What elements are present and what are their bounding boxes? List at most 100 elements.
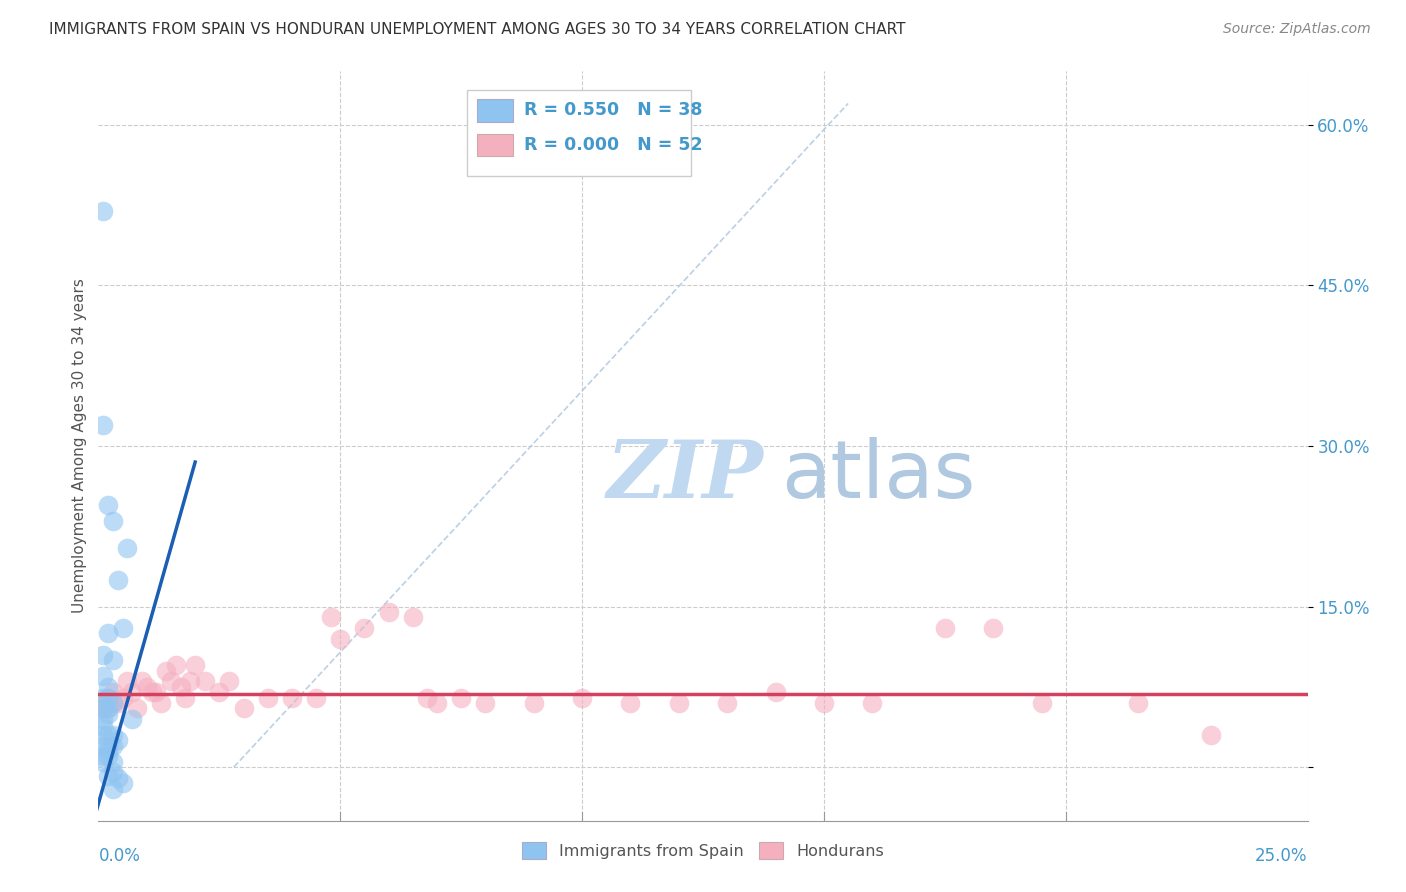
- Point: [91, 749, 114, 764]
- Point: [91, 696, 114, 710]
- Point: [101, 685, 124, 699]
- Point: [981, 621, 1004, 635]
- Point: [97, 498, 120, 512]
- Point: [111, 621, 134, 635]
- Point: [353, 621, 375, 635]
- Point: [619, 696, 641, 710]
- Point: [426, 696, 449, 710]
- Point: [97, 626, 120, 640]
- Point: [716, 696, 738, 710]
- Point: [101, 765, 124, 780]
- Text: R = 0.000   N = 52: R = 0.000 N = 52: [524, 136, 703, 153]
- Point: [141, 685, 163, 699]
- Point: [117, 674, 139, 689]
- Point: [97, 749, 120, 764]
- Point: [97, 690, 120, 705]
- Point: [107, 573, 129, 587]
- Point: [91, 701, 114, 715]
- Point: [174, 690, 197, 705]
- Point: [305, 690, 328, 705]
- Point: [107, 771, 129, 785]
- Point: [450, 690, 472, 705]
- Text: Source: ZipAtlas.com: Source: ZipAtlas.com: [1223, 22, 1371, 37]
- FancyBboxPatch shape: [477, 99, 513, 121]
- Point: [135, 680, 157, 694]
- Point: [765, 685, 787, 699]
- Point: [1199, 728, 1222, 742]
- Point: [97, 739, 120, 753]
- Point: [97, 728, 120, 742]
- Point: [218, 674, 240, 689]
- Point: [160, 674, 183, 689]
- Point: [1128, 696, 1150, 710]
- FancyBboxPatch shape: [467, 90, 690, 177]
- Point: [668, 696, 690, 710]
- Point: [281, 690, 304, 705]
- Point: [934, 621, 956, 635]
- Point: [860, 696, 883, 710]
- Text: R = 0.550   N = 38: R = 0.550 N = 38: [524, 102, 703, 120]
- Point: [111, 690, 134, 705]
- Point: [107, 696, 129, 710]
- Point: [150, 696, 173, 710]
- Point: [107, 733, 129, 747]
- Point: [377, 605, 399, 619]
- Point: [1031, 696, 1053, 710]
- Point: [101, 755, 124, 769]
- Point: [91, 728, 114, 742]
- Point: [111, 776, 134, 790]
- Point: [101, 781, 124, 796]
- Text: atlas: atlas: [782, 437, 976, 515]
- Point: [571, 690, 593, 705]
- Point: [117, 541, 139, 555]
- Point: [91, 203, 114, 218]
- Point: [97, 769, 120, 783]
- Point: [91, 669, 114, 683]
- Point: [402, 610, 425, 624]
- Point: [474, 696, 496, 710]
- Point: [97, 690, 120, 705]
- Point: [91, 739, 114, 753]
- Point: [121, 685, 143, 699]
- Point: [523, 696, 546, 710]
- Point: [127, 701, 149, 715]
- Point: [101, 696, 124, 710]
- Point: [121, 712, 143, 726]
- Point: [194, 674, 217, 689]
- Point: [101, 739, 124, 753]
- Point: [91, 719, 114, 733]
- Point: [165, 658, 187, 673]
- Text: IMMIGRANTS FROM SPAIN VS HONDURAN UNEMPLOYMENT AMONG AGES 30 TO 34 YEARS CORRELA: IMMIGRANTS FROM SPAIN VS HONDURAN UNEMPL…: [49, 22, 905, 37]
- Point: [91, 712, 114, 726]
- Y-axis label: Unemployment Among Ages 30 to 34 years: Unemployment Among Ages 30 to 34 years: [72, 278, 87, 614]
- Point: [91, 755, 114, 769]
- Point: [232, 701, 254, 715]
- Text: ZIP: ZIP: [606, 437, 763, 515]
- Point: [155, 664, 177, 678]
- Text: 25.0%: 25.0%: [1256, 847, 1308, 865]
- Point: [91, 648, 114, 662]
- Point: [91, 701, 114, 715]
- Text: 0.0%: 0.0%: [98, 847, 141, 865]
- Point: [184, 658, 207, 673]
- Point: [256, 690, 278, 705]
- Point: [169, 680, 191, 694]
- Point: [329, 632, 352, 646]
- Point: [91, 690, 114, 705]
- Point: [208, 685, 231, 699]
- FancyBboxPatch shape: [477, 134, 513, 156]
- Point: [179, 674, 201, 689]
- Point: [145, 685, 167, 699]
- Point: [101, 653, 124, 667]
- Point: [101, 514, 124, 528]
- Point: [131, 674, 153, 689]
- Point: [97, 701, 120, 715]
- Point: [97, 744, 120, 758]
- Point: [319, 610, 342, 624]
- Point: [101, 728, 124, 742]
- Legend: Immigrants from Spain, Hondurans: Immigrants from Spain, Hondurans: [516, 836, 890, 865]
- Point: [813, 696, 835, 710]
- Point: [91, 417, 114, 432]
- Point: [97, 706, 120, 721]
- Point: [97, 680, 120, 694]
